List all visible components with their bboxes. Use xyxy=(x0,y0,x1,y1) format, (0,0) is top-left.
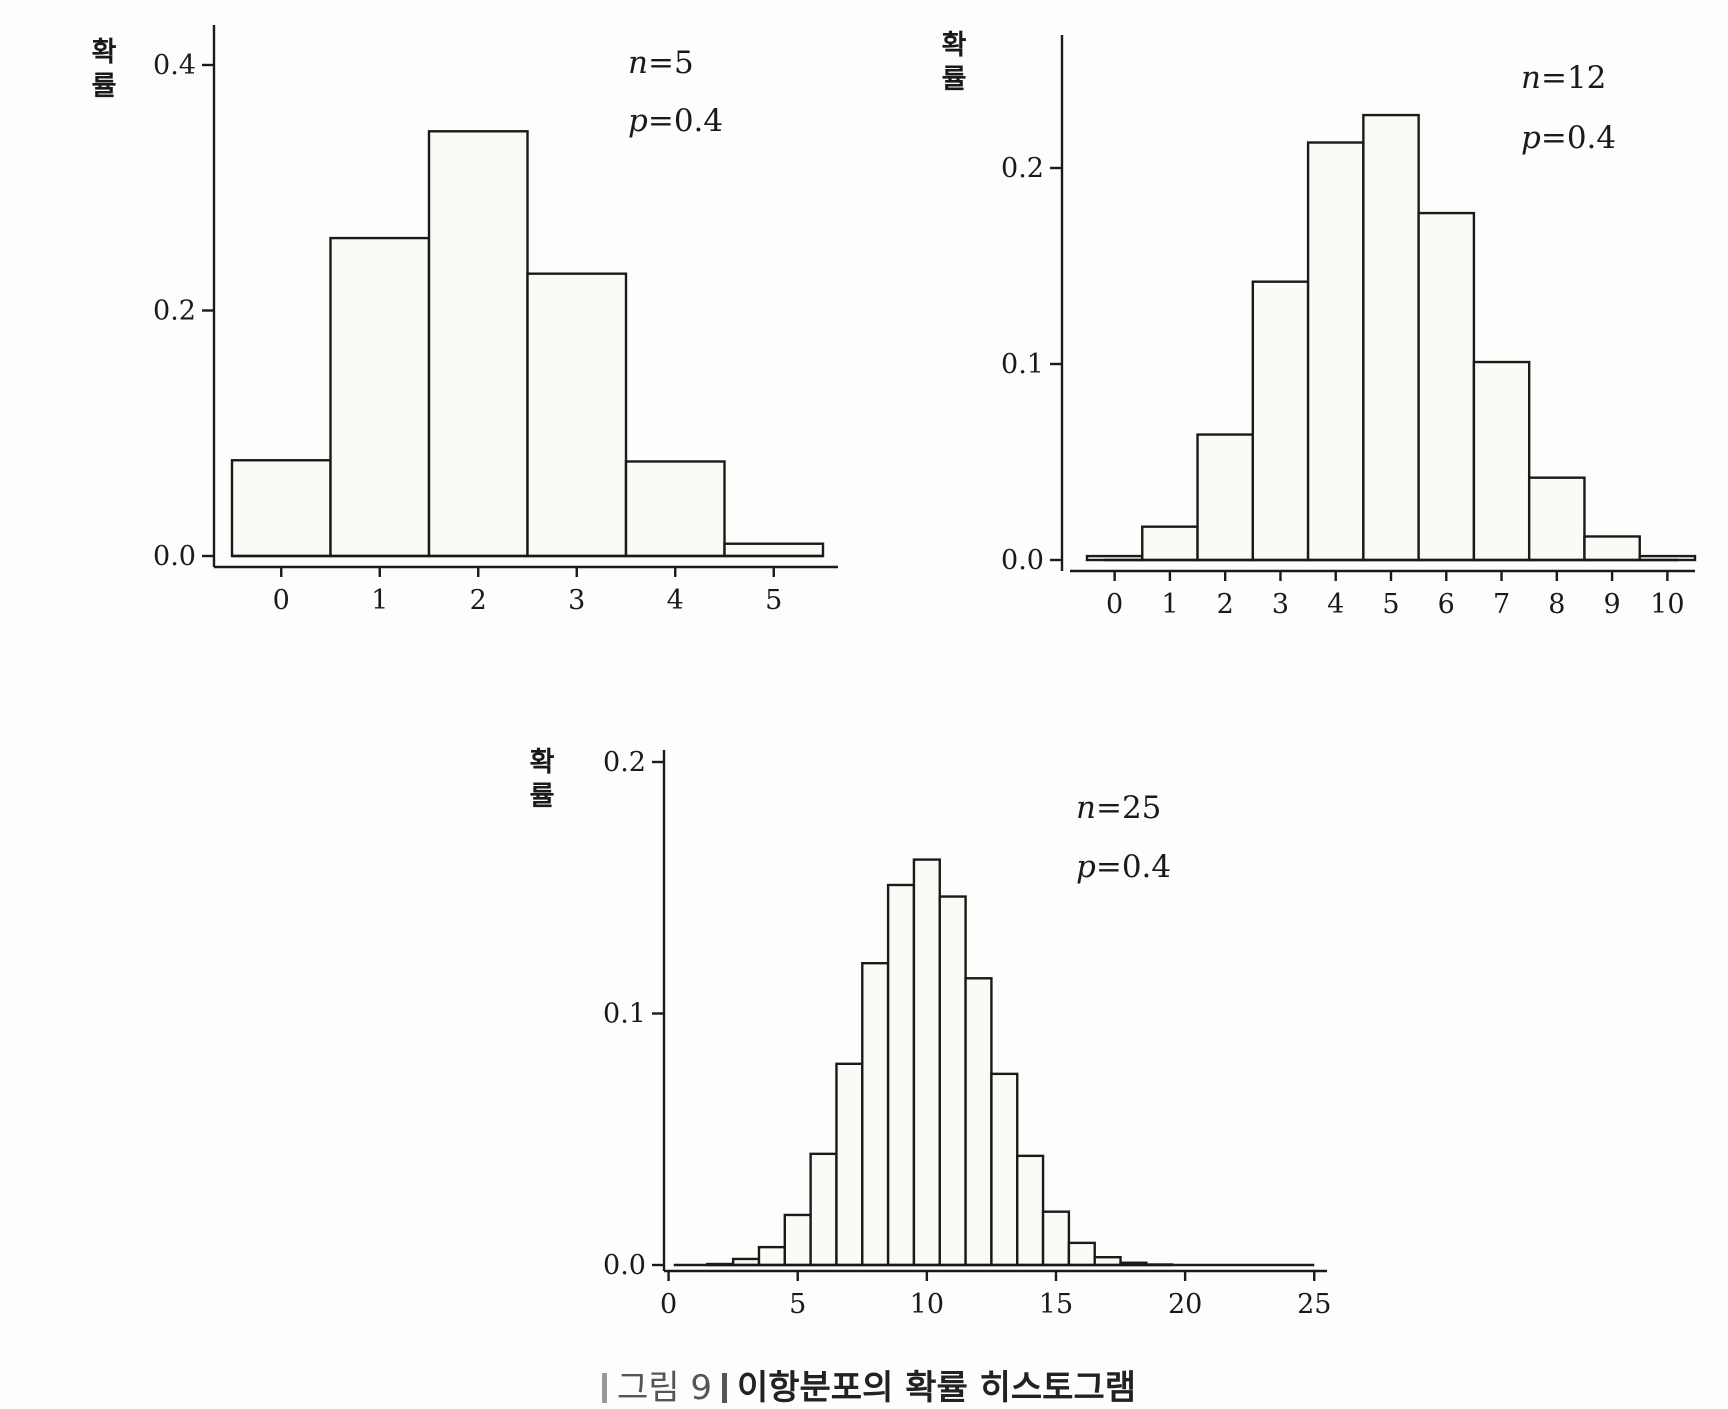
y-tick-label: 0.4 xyxy=(153,50,196,81)
x-tick-label: 0 xyxy=(1106,589,1123,620)
x-tick-label: 4 xyxy=(1327,589,1344,620)
y-tick-label: 0.2 xyxy=(603,747,646,778)
x-tick-label: 1 xyxy=(371,585,388,616)
histogram-bar xyxy=(1016,1154,1045,1267)
y-tick-label: 0.0 xyxy=(1001,545,1044,576)
x-tick-label: 3 xyxy=(1272,589,1289,620)
y-axis-label: 률 xyxy=(942,64,967,95)
histogram-bar xyxy=(783,1213,812,1267)
y-axis-label: 률 xyxy=(92,71,117,102)
histogram-bar xyxy=(1196,433,1255,562)
param-n-label: n=5 xyxy=(628,45,694,81)
y-tick-label: 0.2 xyxy=(153,296,196,327)
caption-figure-label: 그림 9 xyxy=(616,1368,712,1408)
histogram-bar xyxy=(1417,211,1476,562)
x-tick-label: 0 xyxy=(273,585,290,616)
y-axis-label: 률 xyxy=(530,781,555,812)
param-n-label: n=25 xyxy=(1076,790,1161,826)
caption-bar-icon xyxy=(601,1373,607,1403)
param-p-label: p=0.4 xyxy=(1076,849,1171,885)
x-tick-label: 9 xyxy=(1603,589,1620,620)
histogram-bar xyxy=(964,977,993,1267)
histogram-bar xyxy=(912,858,941,1267)
histogram-bar xyxy=(938,895,967,1267)
x-tick-label: 6 xyxy=(1438,589,1455,620)
histogram-bar xyxy=(990,1072,1019,1267)
y-axis-label: 확 xyxy=(92,37,117,68)
figure-caption: 그림 9 이항분포의 확률 히스토그램 xyxy=(0,1360,1728,1409)
y-axis-label: 확 xyxy=(942,30,967,61)
histogram-bar xyxy=(329,236,431,558)
y-tick-label: 0.0 xyxy=(153,541,196,572)
x-tick-label: 25 xyxy=(1297,1289,1331,1320)
param-p-label: p=0.4 xyxy=(628,103,723,139)
histogram-bar xyxy=(886,883,916,1267)
histogram-bar xyxy=(1527,476,1586,562)
histogram-bar xyxy=(861,962,890,1267)
histogram-bar xyxy=(1251,280,1310,562)
histogram-bar xyxy=(835,1062,864,1267)
x-tick-label: 5 xyxy=(765,585,782,616)
histogram-bar xyxy=(230,459,332,558)
histogram-bar xyxy=(757,1245,787,1267)
x-tick-label: 4 xyxy=(667,585,684,616)
x-tick-label: 2 xyxy=(470,585,487,616)
histogram-bar xyxy=(1041,1210,1071,1267)
param-n-label: n=12 xyxy=(1521,60,1606,96)
histogram-bar xyxy=(1306,141,1365,562)
caption-title: 이항분포의 확률 히스토그램 xyxy=(736,1368,1137,1408)
y-tick-label: 0.1 xyxy=(1001,349,1044,380)
x-tick-label: 5 xyxy=(789,1289,806,1320)
x-tick-label: 3 xyxy=(568,585,585,616)
x-tick-label: 5 xyxy=(1382,589,1399,620)
x-tick-label: 20 xyxy=(1168,1289,1202,1320)
histogram-bar xyxy=(1067,1241,1096,1267)
x-tick-label: 15 xyxy=(1039,1289,1073,1320)
histogram-bar xyxy=(427,130,529,558)
param-p-label: p=0.4 xyxy=(1521,120,1616,156)
y-axis-label: 확 xyxy=(530,747,555,778)
y-tick-label: 0.1 xyxy=(603,999,646,1030)
x-tick-label: 2 xyxy=(1217,589,1234,620)
histogram-bar xyxy=(809,1152,838,1267)
y-tick-label: 0.0 xyxy=(603,1250,646,1281)
x-tick-label: 1 xyxy=(1161,589,1178,620)
caption-bar-icon xyxy=(721,1373,727,1403)
x-tick-label: 10 xyxy=(1650,589,1684,620)
x-tick-label: 7 xyxy=(1493,589,1510,620)
histogram-bar xyxy=(526,272,628,558)
y-tick-label: 0.2 xyxy=(1001,153,1044,184)
x-tick-label: 8 xyxy=(1548,589,1565,620)
x-tick-label: 0 xyxy=(660,1289,677,1320)
x-tick-label: 10 xyxy=(910,1289,944,1320)
